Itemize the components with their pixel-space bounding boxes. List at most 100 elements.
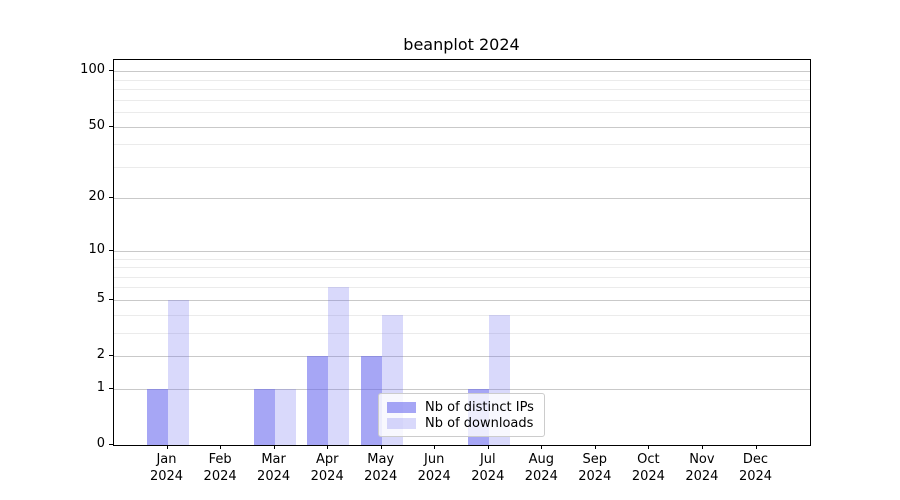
x-axis-tick [594,445,596,449]
gridline-major [114,250,810,252]
x-tick-label: Dec 2024 [725,451,787,485]
bar-downloads [328,287,350,445]
x-tick-year: 2024 [685,469,719,484]
x-axis-tick [648,445,650,449]
gridline-minor [114,287,810,289]
legend-label-downloads: Nb of downloads [425,415,534,431]
x-tick-year: 2024 [738,469,773,484]
y-tick-label: 20 [88,189,105,205]
x-tick-month: Oct [637,452,660,467]
y-axis-tick [109,444,113,445]
x-tick-label: Jun 2024 [403,451,465,485]
x-axis-tick [541,445,543,449]
legend-label-distinct-ips: Nb of distinct IPs [425,399,534,415]
y-axis-tick [109,249,113,251]
x-axis-tick [166,445,168,449]
legend: Nb of distinct IPs Nb of downloads [378,393,545,437]
x-tick-month: May [367,452,395,467]
x-tick-label: Mar 2024 [243,451,305,485]
gridline-minor [114,332,810,334]
x-tick-year: 2024 [524,469,558,484]
x-tick-year: 2024 [149,469,184,484]
x-tick-month: Dec [742,452,769,467]
y-tick-label: 1 [96,379,105,395]
bar-downloads [167,299,189,445]
y-tick-label: 10 [88,241,105,257]
bar-distinct-ips [307,356,329,445]
x-tick-year: 2024 [310,469,344,484]
gridline-minor [114,144,810,146]
x-tick-label: Aug 2024 [510,451,572,485]
chart-title: beanplot 2024 [403,35,520,54]
gridline-major [114,126,810,128]
y-tick-label: 100 [80,62,105,78]
y-tick-label: 2 [96,347,105,362]
x-axis-tick [327,445,329,449]
bar-distinct-ips [360,356,382,445]
x-axis-tick [487,445,489,449]
gridline-minor [114,166,810,168]
gridline-major [114,299,810,301]
legend-swatch-downloads [387,417,416,429]
gridline-minor [114,276,810,278]
legend-swatch-distinct-ips [387,401,416,413]
x-tick-month: Jul [479,452,496,467]
x-axis-tick [755,445,757,449]
y-axis-tick [109,387,113,389]
x-tick-month: Aug [528,452,554,467]
x-tick-month: Apr [315,452,339,467]
gridline-minor [114,89,810,90]
plot-area [113,59,811,446]
gridline-minor [114,99,810,101]
x-tick-label: Oct 2024 [617,451,679,485]
x-tick-label: Sep 2024 [564,451,626,485]
gridline-minor [114,112,810,113]
x-tick-month: Jan [156,452,177,467]
x-tick-label: Jan 2024 [136,451,198,485]
x-axis-tick [273,445,275,449]
y-axis-tick [109,197,113,199]
x-tick-year: 2024 [471,469,505,484]
bar-distinct-ips [253,388,275,445]
x-tick-label: Apr 2024 [296,451,358,485]
y-axis-tick [109,70,113,72]
x-tick-year: 2024 [257,469,291,484]
gridline-major [114,356,810,357]
x-tick-label: Nov 2024 [671,451,733,485]
x-tick-year: 2024 [417,469,451,484]
x-tick-month: Jun [424,452,445,467]
x-tick-label: Feb 2024 [189,451,251,485]
x-tick-month: Feb [208,452,232,467]
y-axis-tick [109,355,113,356]
x-tick-label: May 2024 [350,451,412,485]
y-tick-label: 50 [88,117,105,133]
x-tick-month: Nov [689,452,715,467]
bar-downloads [274,388,296,445]
legend-item-distinct-ips: Nb of distinct IPs [387,400,536,415]
gridline-major [114,198,810,200]
gridline-major [114,71,810,73]
gridline-minor [114,258,810,260]
x-axis-tick [434,445,436,449]
x-tick-year: 2024 [578,469,612,484]
x-axis-tick [380,445,382,449]
x-tick-year: 2024 [364,469,398,484]
gridline-major [114,388,810,390]
legend-item-downloads: Nb of downloads [387,416,536,431]
x-tick-label: Jul 2024 [457,451,519,485]
x-tick-month: Sep [582,452,608,467]
gridline-minor [114,79,810,81]
x-tick-month: Mar [261,452,286,467]
x-axis-tick [220,445,222,449]
x-tick-year: 2024 [203,469,237,484]
y-axis-tick [109,125,113,127]
gridline-minor [114,267,810,268]
y-tick-label: 5 [96,290,105,306]
x-axis-tick [701,445,703,449]
x-tick-year: 2024 [631,469,665,484]
bar-distinct-ips [146,388,168,445]
y-axis-tick [109,298,113,300]
y-tick-label: 0 [96,436,105,451]
gridline-minor [114,314,810,316]
